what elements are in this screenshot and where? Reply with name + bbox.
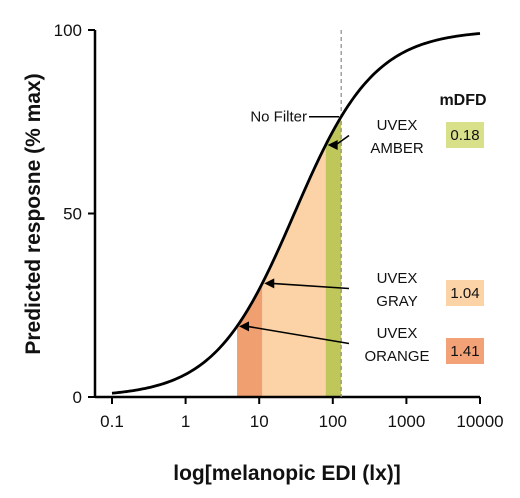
x-tick-label: 1000 <box>387 412 425 431</box>
no-filter-label: No Filter <box>250 109 307 126</box>
filter-arrow-head <box>264 278 275 289</box>
mdfd-value: 1.41 <box>450 343 479 360</box>
filter-arrow-shaft <box>246 325 350 345</box>
filter-shaded-areas <box>237 116 342 397</box>
annotations: No Filter UVEX AMBER 0.18 UVEX GRAY 1.04 UVEX OR… <box>239 109 484 365</box>
filter-arrow-head <box>239 321 250 332</box>
mdfd-value: 0.18 <box>450 127 479 144</box>
y-tick-label: 100 <box>54 21 82 40</box>
orange-filter-area <box>237 283 263 397</box>
filter-label-line1: UVEX <box>377 325 418 342</box>
gray-filter-area <box>262 144 326 397</box>
x-tick-label: 100 <box>319 412 347 431</box>
y-tick-label: 50 <box>63 205 82 224</box>
y-tick-label: 0 <box>73 388 82 407</box>
filter-label-line2: GRAY <box>376 293 417 310</box>
y-axis-title: Predicted resposne (% max) <box>22 73 45 354</box>
response-curve <box>111 32 481 395</box>
mdfd-header: mDFD <box>439 92 486 109</box>
filter-arrow-shaft <box>272 282 350 290</box>
mdfd-box <box>446 280 484 306</box>
filter-arrow-head <box>327 139 338 150</box>
filter-label-line2: AMBER <box>370 140 424 157</box>
mdfd-value: 1.04 <box>450 285 479 302</box>
mdfd-box <box>446 338 484 364</box>
filter-arrow-shaft <box>335 134 350 146</box>
mdfd-box <box>446 122 484 148</box>
x-tick-label: 0.1 <box>100 412 124 431</box>
filter-label-line1: UVEX <box>377 117 418 134</box>
amber-filter-area <box>325 116 342 397</box>
filter-label-line2: ORANGE <box>364 348 429 365</box>
axis-ticks: 0.1 1 10 100 1000 10000 0 50 100 <box>54 21 504 431</box>
x-tick-label: 1 <box>181 412 190 431</box>
x-axis-title: log[melanopic EDI (lx)] <box>173 462 401 485</box>
filter-label-line1: UVEX <box>377 270 418 287</box>
x-tick-label: 10000 <box>456 412 503 431</box>
x-tick-label: 10 <box>250 412 269 431</box>
